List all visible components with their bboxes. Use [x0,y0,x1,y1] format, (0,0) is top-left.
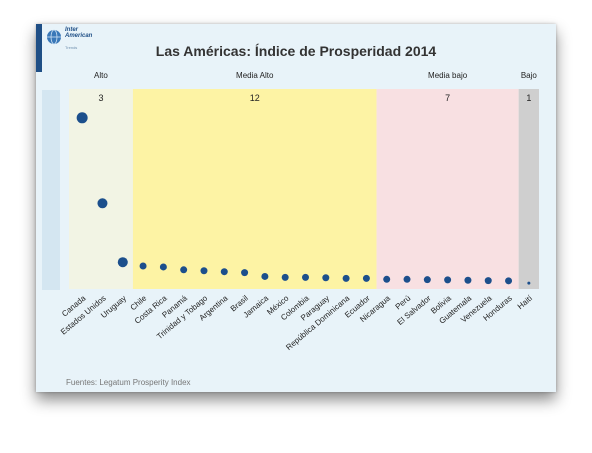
data-point [423,276,431,284]
data-point [159,263,167,271]
group-label: Media Alto [236,71,274,80]
data-point [403,275,411,283]
data-point [117,257,128,268]
group-band [518,89,539,289]
data-point [484,277,492,285]
left-stripe [42,90,60,290]
chart-title: Las Américas: Índice de Prosperidad 2014 [155,43,437,59]
data-point [322,274,330,282]
data-point [281,273,289,281]
data-point [97,198,108,209]
group-count: 1 [526,93,531,103]
data-point [220,268,228,276]
logo-subtext: Trends [65,45,78,50]
data-point [342,274,350,282]
group-count: 12 [250,93,260,103]
category-label: Haití [516,293,535,311]
globe-icon [47,29,61,45]
slide-frame: Inter American Trends Las Américas: Índi… [36,24,556,392]
group-label: Bajo [521,71,538,80]
data-point [527,281,531,285]
data-point [76,112,88,124]
group-count: 7 [445,93,450,103]
group-band [132,89,377,289]
data-point [200,267,208,275]
data-point [241,269,249,277]
logo-text: Inter American [65,27,93,39]
company-logo: Inter American Trends [46,27,106,51]
data-point [180,266,188,274]
data-point [139,262,147,270]
data-point [383,275,391,283]
group-count: 3 [98,93,103,103]
group-label: Alto [94,71,108,80]
data-point [464,276,472,284]
data-point [444,276,452,284]
source-note: Fuentes: Legatum Prosperity Index [66,378,191,387]
data-point [261,272,269,280]
group-label: Media bajo [428,71,468,80]
accent-bar [36,24,42,72]
data-point [362,274,370,282]
data-point [505,277,513,285]
data-point [302,273,309,281]
group-band [376,89,519,289]
